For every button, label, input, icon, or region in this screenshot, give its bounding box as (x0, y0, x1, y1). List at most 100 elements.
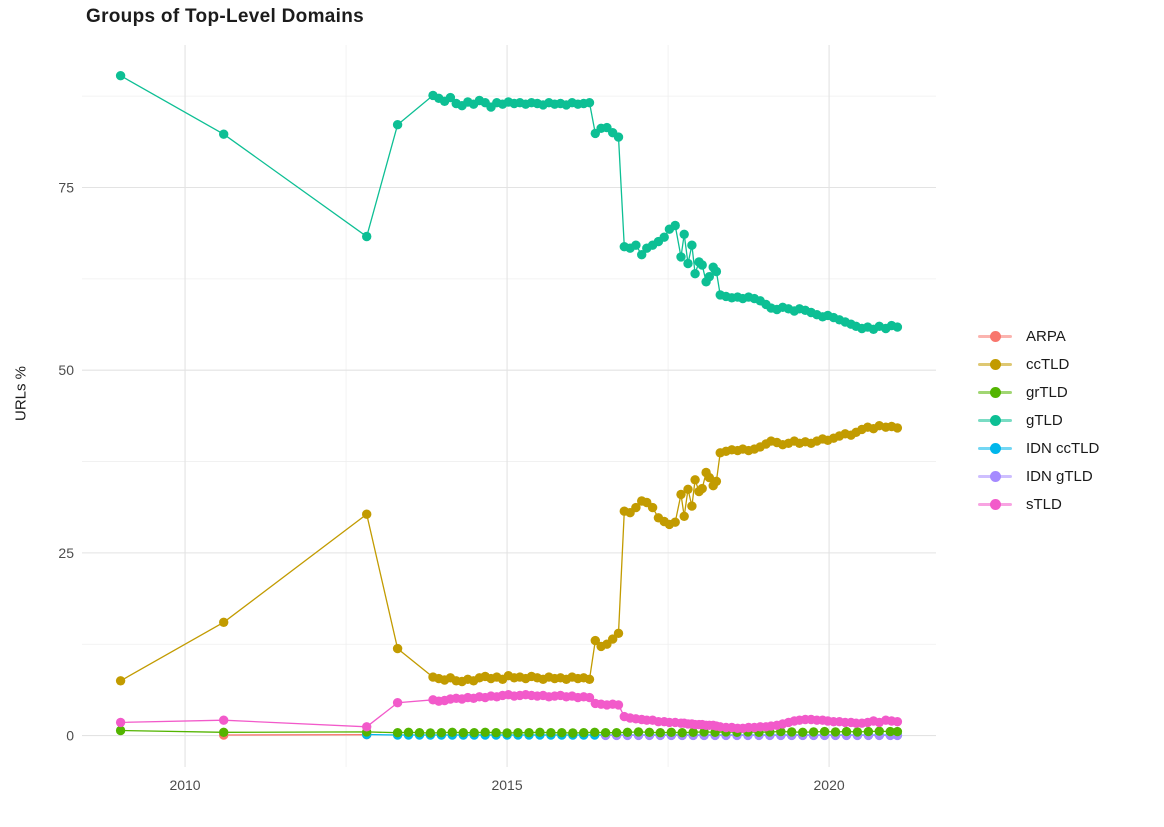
data-point-stld (115, 717, 126, 728)
x-tick-label: 2015 (491, 777, 522, 793)
data-point-grtld (622, 727, 633, 737)
data-point-grtld (852, 727, 863, 737)
legend-item-label: grTLD (1026, 383, 1068, 401)
legend-item-cctld: ccTLD (978, 350, 1099, 378)
data-point-grtld (414, 728, 425, 738)
data-point-grtld (469, 728, 479, 738)
legend-key-idn-gtld (978, 470, 1012, 482)
data-point-gtld (613, 132, 624, 142)
legend-item-idn-gtld: IDN gTLD (978, 462, 1099, 490)
data-point-stld (219, 715, 229, 725)
data-point-grtld (885, 726, 895, 737)
data-point-cctld (115, 676, 126, 686)
data-point-grtld (568, 728, 578, 738)
legend-key-dot (989, 470, 1001, 482)
legend-key-dot (989, 330, 1001, 342)
legend-key-idn-cctld (978, 442, 1012, 454)
series-line-gtld (120, 75, 898, 331)
data-point-grtld (219, 727, 229, 737)
legend-item-grtld: grTLD (978, 378, 1099, 406)
y-tick-label: 50 (58, 362, 74, 378)
data-point-grtld (425, 728, 436, 738)
x-tick-label: 2020 (814, 777, 845, 793)
data-point-grtld (513, 728, 523, 738)
data-point-gtld (676, 252, 686, 262)
data-point-cctld (711, 476, 722, 486)
data-point-gtld (679, 229, 689, 239)
data-point-grtld (633, 727, 644, 737)
y-tick-label: 0 (66, 728, 74, 744)
data-point-stld (392, 698, 403, 708)
legend-key-dot (989, 358, 1001, 370)
legend-item-gtld: gTLD (978, 406, 1099, 434)
series-cctld (115, 421, 903, 687)
data-point-grtld (557, 728, 567, 738)
data-point-cctld (687, 501, 697, 511)
data-point-grtld (491, 728, 501, 738)
y-tick-label: 25 (58, 545, 74, 561)
data-point-gtld (219, 129, 229, 139)
data-point-grtld (787, 727, 797, 737)
data-point-gtld (697, 260, 707, 270)
legend-item-label: sTLD (1026, 495, 1062, 513)
x-tick-label: 2010 (169, 777, 200, 793)
data-point-gtld (631, 240, 641, 250)
legend: ARPA ccTLD grTLD gTLD IDN ccTLD IDN gTLD sTLD (978, 322, 1099, 518)
data-point-cctld (683, 484, 693, 494)
legend-item-stld: sTLD (978, 490, 1099, 518)
data-point-gtld (637, 250, 647, 260)
data-point-gtld (659, 232, 669, 242)
data-point-grtld (655, 728, 665, 738)
data-point-gtld (670, 220, 680, 231)
data-point-stld (584, 692, 595, 703)
legend-item-label: gTLD (1026, 411, 1063, 429)
data-point-cctld (590, 635, 600, 646)
data-point-grtld (611, 728, 622, 738)
data-point-grtld (798, 727, 808, 737)
data-point-grtld (841, 726, 852, 737)
data-point-stld (892, 717, 903, 727)
legend-item-label: IDN ccTLD (1026, 439, 1100, 457)
data-point-cctld (697, 483, 707, 494)
series-gtld (115, 71, 903, 334)
data-point-cctld (670, 517, 680, 527)
data-point-gtld (445, 92, 456, 103)
legend-item-idn-cctld: IDN ccTLD (978, 434, 1099, 462)
data-point-cctld (676, 489, 686, 500)
data-point-grtld (502, 728, 512, 738)
data-point-cctld (690, 475, 700, 485)
data-point-stld (362, 722, 372, 732)
legend-item-label: ARPA (1026, 327, 1066, 345)
data-point-gtld (690, 269, 700, 279)
data-point-gtld (115, 71, 126, 81)
data-point-cctld (647, 502, 658, 513)
data-point-cctld (704, 472, 714, 483)
legend-key-cctld (978, 358, 1012, 370)
legend-key-stld (978, 498, 1012, 510)
data-point-cctld (219, 617, 229, 627)
data-point-grtld (524, 728, 534, 738)
data-point-cctld (608, 634, 618, 644)
data-point-gtld (392, 120, 403, 130)
data-point-grtld (447, 727, 457, 737)
data-point-gtld (683, 258, 693, 269)
y-axis-title: URLs % (12, 365, 30, 421)
data-point-cctld (613, 628, 624, 638)
data-point-grtld (392, 728, 403, 738)
data-point-grtld (535, 727, 545, 737)
data-point-grtld (819, 726, 830, 737)
data-point-gtld (704, 272, 714, 282)
legend-key-dot (989, 386, 1001, 398)
data-point-grtld (666, 727, 676, 737)
data-point-grtld (644, 727, 655, 737)
data-point-grtld (600, 728, 611, 738)
data-point-cctld (679, 511, 689, 521)
data-point-gtld (584, 98, 595, 108)
data-point-gtld (687, 240, 697, 250)
legend-item-arpa: ARPA (978, 322, 1099, 350)
data-point-gtld (892, 322, 903, 332)
data-point-cctld (631, 502, 641, 513)
legend-key-arpa (978, 330, 1012, 342)
